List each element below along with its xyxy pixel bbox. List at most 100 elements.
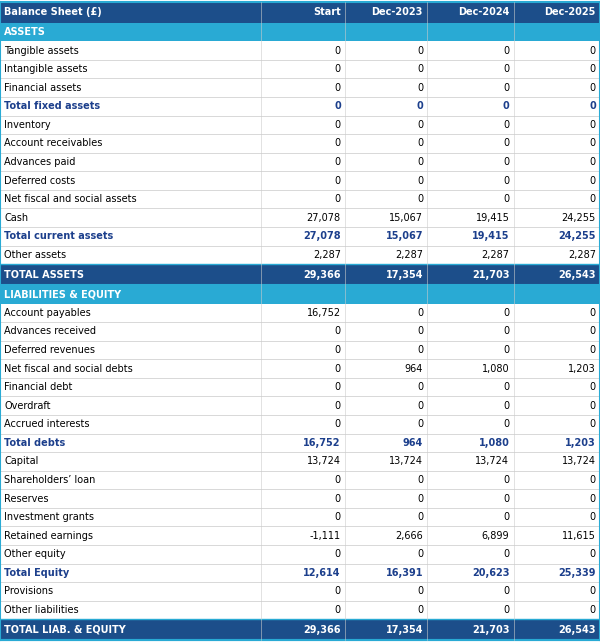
Text: 0: 0 <box>590 308 596 318</box>
Bar <box>0 360 600 377</box>
Text: 0: 0 <box>503 176 509 186</box>
Text: 0: 0 <box>335 512 341 522</box>
Text: Net fiscal and social debts: Net fiscal and social debts <box>4 363 133 374</box>
Text: 0: 0 <box>590 550 596 559</box>
Text: 0: 0 <box>417 419 423 429</box>
Text: Other liabilities: Other liabilities <box>4 605 79 615</box>
Text: 0: 0 <box>335 157 341 167</box>
Text: 0: 0 <box>417 46 423 56</box>
Text: 20,623: 20,623 <box>472 568 509 578</box>
Text: 0: 0 <box>335 326 341 336</box>
Text: 29,366: 29,366 <box>303 270 341 279</box>
Text: Total current assets: Total current assets <box>4 231 113 241</box>
Text: 0: 0 <box>417 83 423 92</box>
Text: 0: 0 <box>590 46 596 56</box>
Bar <box>0 22 600 41</box>
Bar <box>0 396 600 415</box>
Text: 0: 0 <box>503 194 509 204</box>
Text: 0: 0 <box>335 345 341 355</box>
Text: 2,666: 2,666 <box>395 531 423 541</box>
Text: 27,078: 27,078 <box>303 231 341 241</box>
Bar <box>0 60 600 78</box>
Text: 0: 0 <box>503 512 509 522</box>
Text: 0: 0 <box>503 605 509 615</box>
Text: 0: 0 <box>417 475 423 485</box>
Text: 0: 0 <box>417 176 423 186</box>
Bar <box>0 508 600 526</box>
Text: Dec-2023: Dec-2023 <box>371 7 423 17</box>
Bar <box>0 2 600 22</box>
Text: 0: 0 <box>503 46 509 56</box>
Text: Intangible assets: Intangible assets <box>4 64 88 74</box>
Bar <box>0 134 600 153</box>
Bar <box>0 377 600 396</box>
Text: 19,415: 19,415 <box>472 231 509 241</box>
Text: 0: 0 <box>335 363 341 374</box>
Text: 0: 0 <box>417 64 423 74</box>
Text: 15,067: 15,067 <box>389 213 423 223</box>
Text: 0: 0 <box>417 345 423 355</box>
Text: 0: 0 <box>417 382 423 392</box>
Text: 2,287: 2,287 <box>481 250 509 260</box>
Text: 0: 0 <box>590 194 596 204</box>
Text: 0: 0 <box>417 308 423 318</box>
Text: 2,287: 2,287 <box>313 250 341 260</box>
Text: 21,703: 21,703 <box>472 625 509 635</box>
Text: 0: 0 <box>590 494 596 503</box>
Text: TOTAL ASSETS: TOTAL ASSETS <box>4 270 84 279</box>
Text: 0: 0 <box>590 83 596 92</box>
Text: 16,752: 16,752 <box>307 308 341 318</box>
Text: 26,543: 26,543 <box>558 270 596 279</box>
Bar <box>0 265 600 285</box>
Text: 17,354: 17,354 <box>386 270 423 279</box>
Text: Account payables: Account payables <box>4 308 91 318</box>
Text: Retained earnings: Retained earnings <box>4 531 93 541</box>
Text: 1,203: 1,203 <box>565 438 596 448</box>
Text: 1,080: 1,080 <box>479 438 509 448</box>
Text: 0: 0 <box>590 345 596 355</box>
Text: 13,724: 13,724 <box>475 456 509 466</box>
Text: 0: 0 <box>416 101 423 111</box>
Text: 0: 0 <box>503 345 509 355</box>
Text: Account receivables: Account receivables <box>4 139 103 148</box>
Text: Other equity: Other equity <box>4 550 66 559</box>
Text: 0: 0 <box>503 550 509 559</box>
Text: 1,203: 1,203 <box>568 363 596 374</box>
Text: 0: 0 <box>589 101 596 111</box>
Text: Advances paid: Advances paid <box>4 157 76 167</box>
Text: 0: 0 <box>503 382 509 392</box>
Text: 0: 0 <box>335 401 341 411</box>
Text: 24,255: 24,255 <box>562 213 596 223</box>
Text: 0: 0 <box>590 382 596 392</box>
Text: 0: 0 <box>335 139 341 148</box>
Text: Provisions: Provisions <box>4 586 53 596</box>
Text: 0: 0 <box>335 382 341 392</box>
Bar <box>0 341 600 360</box>
Text: 0: 0 <box>590 605 596 615</box>
Text: 6,899: 6,899 <box>482 531 509 541</box>
Bar <box>0 41 600 60</box>
Text: 0: 0 <box>503 83 509 92</box>
Text: 0: 0 <box>590 586 596 596</box>
Bar <box>0 601 600 620</box>
Text: 0: 0 <box>503 157 509 167</box>
Text: 0: 0 <box>417 139 423 148</box>
Text: 0: 0 <box>590 64 596 74</box>
Bar <box>0 322 600 341</box>
Text: 17,354: 17,354 <box>386 625 423 635</box>
Bar <box>0 246 600 265</box>
Text: 0: 0 <box>335 605 341 615</box>
Text: 0: 0 <box>417 194 423 204</box>
Text: Deferred revenues: Deferred revenues <box>4 345 95 355</box>
Text: 13,724: 13,724 <box>562 456 596 466</box>
Bar <box>0 209 600 227</box>
Text: 0: 0 <box>503 326 509 336</box>
Text: Net fiscal and social assets: Net fiscal and social assets <box>4 194 137 204</box>
Text: 2,287: 2,287 <box>395 250 423 260</box>
Text: 0: 0 <box>503 120 509 130</box>
Text: Total fixed assets: Total fixed assets <box>4 101 100 111</box>
Text: Dec-2024: Dec-2024 <box>458 7 509 17</box>
Text: 15,067: 15,067 <box>386 231 423 241</box>
Text: 0: 0 <box>503 64 509 74</box>
Text: 0: 0 <box>417 494 423 503</box>
